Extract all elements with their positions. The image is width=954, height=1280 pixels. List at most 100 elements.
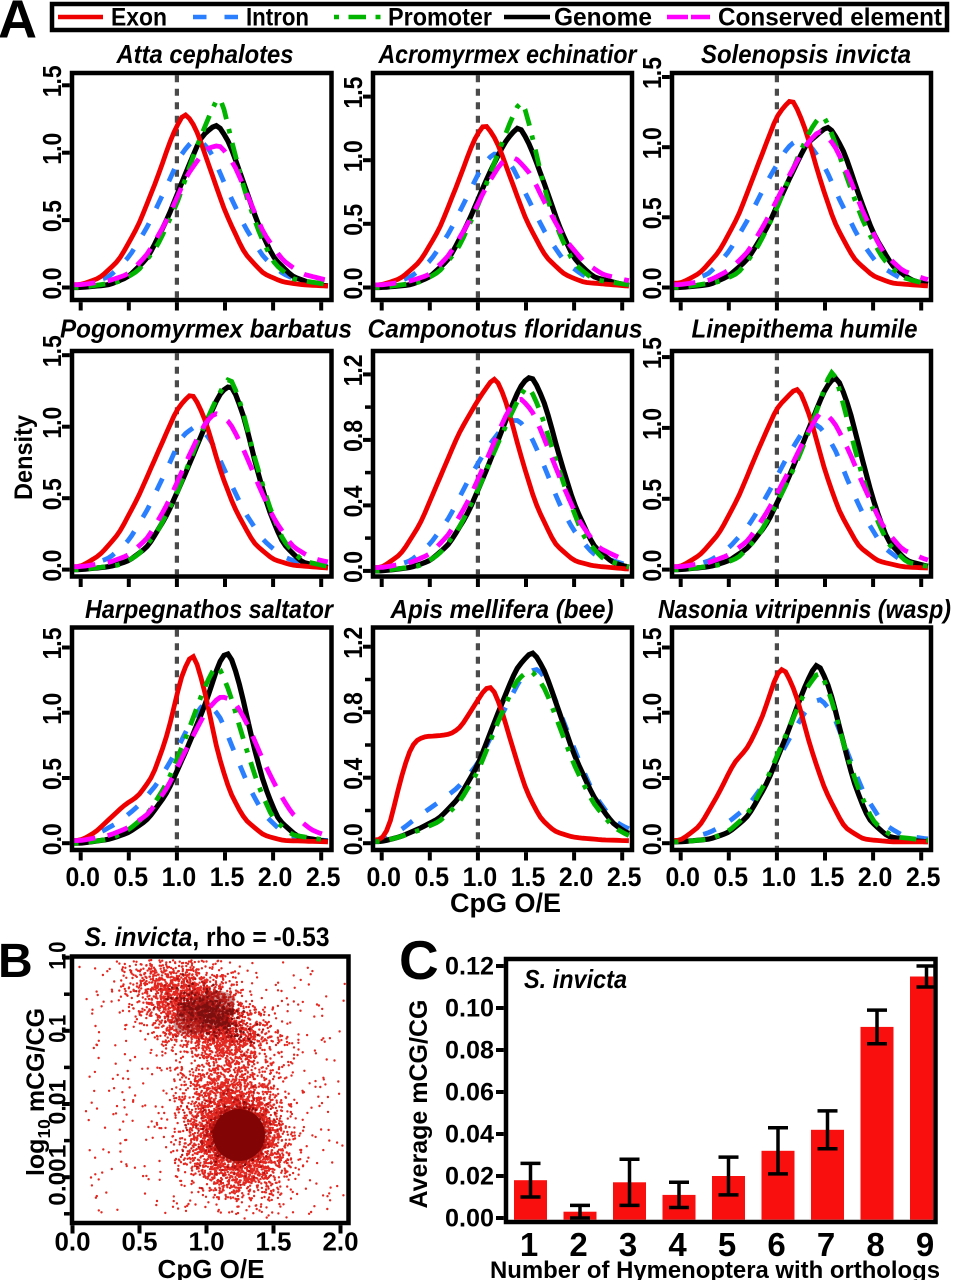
svg-text:0.5: 0.5 (338, 204, 368, 236)
svg-text:0.8: 0.8 (338, 420, 368, 452)
svg-text:Solenopsis invicta: Solenopsis invicta (701, 39, 911, 69)
svg-text:Atta cephalotes: Atta cephalotes (116, 39, 294, 69)
svg-text:2.0: 2.0 (323, 1227, 359, 1257)
svg-text:0.0: 0.0 (637, 268, 667, 300)
svg-text:8: 8 (866, 1226, 884, 1263)
svg-text:0.8: 0.8 (338, 692, 368, 724)
svg-text:Harpegnathos saltator: Harpegnathos saltator (85, 594, 335, 624)
svg-text:1.5: 1.5 (637, 628, 667, 660)
svg-text:1.5: 1.5 (338, 77, 368, 109)
svg-text:1: 1 (520, 1226, 538, 1263)
svg-text:1.5: 1.5 (37, 628, 67, 660)
svg-text:0.08: 0.08 (445, 1037, 494, 1065)
svg-text:Camponotus floridanus: Camponotus floridanus (368, 314, 643, 344)
svg-text:Nasonia vitripennis (wasp): Nasonia vitripennis (wasp) (658, 594, 951, 624)
svg-text:0.12: 0.12 (445, 953, 494, 981)
svg-text:6: 6 (767, 1226, 785, 1263)
svg-text:0.0: 0.0 (37, 550, 67, 582)
svg-text:Apis mellifera (bee): Apis mellifera (bee) (390, 594, 614, 624)
svg-text:0.06: 0.06 (445, 1079, 494, 1107)
svg-text:1.2: 1.2 (338, 627, 368, 659)
svg-text:0.02: 0.02 (445, 1163, 494, 1191)
svg-text:Intron: Intron (246, 4, 309, 32)
svg-text:2.0: 2.0 (858, 862, 893, 892)
svg-text:0.0: 0.0 (637, 550, 667, 582)
svg-text:1.5: 1.5 (637, 337, 667, 369)
svg-text:Average mCG/CG: Average mCG/CG (405, 1000, 433, 1209)
svg-text:Density: Density (10, 415, 38, 500)
svg-text:0.5: 0.5 (122, 1227, 158, 1257)
svg-text:1.5: 1.5 (637, 57, 667, 89)
svg-text:0.4: 0.4 (338, 757, 368, 789)
svg-text:0.0: 0.0 (65, 862, 100, 892)
svg-text:1.5: 1.5 (810, 862, 845, 892)
svg-text:Pogonomyrmex barbatus: Pogonomyrmex barbatus (60, 314, 352, 344)
svg-text:1.0: 1.0 (37, 133, 67, 165)
svg-text:C: C (399, 929, 439, 991)
svg-text:1.0: 1.0 (338, 140, 368, 172)
svg-text:0.5: 0.5 (37, 200, 67, 232)
svg-text:2: 2 (569, 1226, 587, 1263)
svg-text:0.0: 0.0 (665, 862, 700, 892)
svg-text:0.5: 0.5 (114, 862, 149, 892)
svg-text:2.5: 2.5 (906, 862, 941, 892)
svg-text:1.5: 1.5 (37, 335, 67, 367)
svg-text:4: 4 (668, 1226, 687, 1263)
svg-text:0.5: 0.5 (37, 478, 67, 510)
svg-text:Conserved element: Conserved element (718, 4, 943, 32)
svg-text:1.0: 1.0 (37, 693, 67, 725)
svg-text:0.4: 0.4 (338, 485, 368, 517)
svg-text:2.0: 2.0 (559, 862, 594, 892)
svg-text:Number of Hymenoptera with ort: Number of Hymenoptera with orthologs (490, 1257, 940, 1280)
svg-text:7: 7 (817, 1226, 835, 1263)
svg-text:1.0: 1.0 (637, 127, 667, 159)
svg-text:1.5: 1.5 (210, 862, 245, 892)
svg-text:0.5: 0.5 (37, 758, 67, 790)
svg-text:0.0: 0.0 (338, 823, 368, 855)
svg-text:1.0: 1.0 (45, 942, 72, 970)
svg-text:1.0: 1.0 (37, 407, 67, 439)
svg-text:B: B (0, 935, 33, 988)
svg-text:0.0: 0.0 (37, 823, 67, 855)
svg-text:0.0: 0.0 (637, 823, 667, 855)
svg-text:0.0: 0.0 (37, 268, 67, 300)
svg-text:1.0: 1.0 (189, 1227, 225, 1257)
svg-text:0.5: 0.5 (637, 197, 667, 229)
svg-text:5: 5 (718, 1226, 736, 1263)
svg-text:Genome: Genome (554, 4, 652, 32)
svg-text:1.0: 1.0 (637, 408, 667, 440)
svg-text:2.5: 2.5 (607, 862, 642, 892)
svg-text:0.04: 0.04 (445, 1121, 494, 1149)
svg-text:CpG O/E: CpG O/E (450, 888, 561, 918)
svg-text:0.10: 0.10 (445, 995, 494, 1023)
svg-text:0.0: 0.0 (366, 862, 401, 892)
svg-text:0.5: 0.5 (415, 862, 450, 892)
svg-text:0.0: 0.0 (338, 268, 368, 300)
svg-text:Promoter: Promoter (388, 4, 492, 32)
svg-text:0.001: 0.001 (45, 1145, 72, 1206)
svg-text:2.5: 2.5 (306, 862, 341, 892)
svg-text:9: 9 (916, 1226, 934, 1263)
svg-text:3: 3 (619, 1226, 637, 1263)
svg-text:1.5: 1.5 (256, 1227, 292, 1257)
svg-text:0.5: 0.5 (714, 862, 749, 892)
svg-text:1.0: 1.0 (162, 862, 197, 892)
svg-text:1.5: 1.5 (37, 65, 67, 97)
svg-text:S. invicta, rho = -0.53: S. invicta, rho = -0.53 (85, 922, 330, 952)
svg-text:Acromyrmex echinatior: Acromyrmex echinatior (378, 39, 639, 69)
svg-text:S. invicta: S. invicta (524, 964, 627, 994)
svg-text:0.1: 0.1 (45, 1015, 72, 1043)
svg-text:2.0: 2.0 (258, 862, 293, 892)
svg-text:Linepithema humile: Linepithema humile (692, 314, 918, 344)
svg-text:Exon: Exon (111, 4, 167, 32)
svg-text:CpG O/E: CpG O/E (158, 1254, 265, 1280)
svg-text:0.0: 0.0 (55, 1227, 91, 1257)
svg-text:0.0: 0.0 (338, 551, 368, 583)
svg-text:1.2: 1.2 (338, 354, 368, 386)
svg-text:log10 mCG/CG: log10 mCG/CG (22, 1008, 54, 1176)
svg-text:1.5: 1.5 (511, 862, 546, 892)
svg-text:1.0: 1.0 (762, 862, 797, 892)
svg-text:0.5: 0.5 (637, 479, 667, 511)
svg-text:1.0: 1.0 (463, 862, 498, 892)
svg-text:0.5: 0.5 (637, 758, 667, 790)
